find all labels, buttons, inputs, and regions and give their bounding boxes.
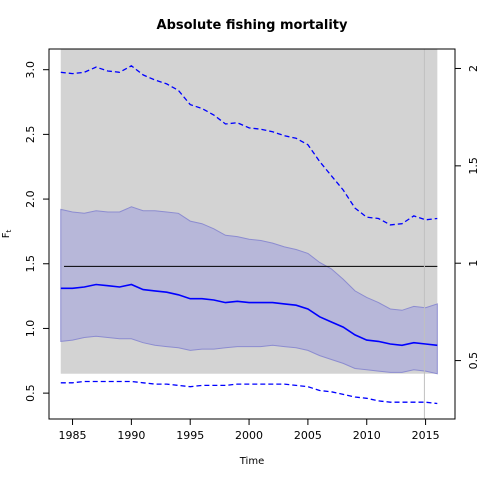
confidence-band — [60, 206, 438, 375]
y-axis-label-main: F — [1, 232, 12, 238]
y2-tick-label: 1 — [467, 260, 480, 267]
series-line-relative-lower — [60, 380, 438, 405]
x-tick-label: 2005 — [294, 429, 322, 442]
y2-tick-label: 2 — [467, 65, 480, 72]
series-line-estimate — [60, 283, 438, 347]
x-tick-label: 1995 — [176, 429, 204, 442]
x-tick-label: 1985 — [59, 429, 87, 442]
y-axis-right: 0.5 1 1.5 2 — [455, 65, 480, 369]
x-tick-label: 2015 — [412, 429, 440, 442]
x-tick-label: 2000 — [235, 429, 263, 442]
reference-lines — [64, 49, 438, 419]
y2-tick-label: 0.5 — [467, 352, 480, 370]
y-tick-label: 2.0 — [24, 190, 37, 208]
x-axis: 1985 1990 1995 2000 2005 2010 2015 — [59, 419, 440, 442]
y-axis-label-subscript: t — [5, 229, 13, 232]
chart-title: Absolute fishing mortality — [157, 18, 348, 33]
x-tick-label: 2010 — [353, 429, 381, 442]
y2-tick-label: 1.5 — [467, 157, 480, 175]
confidence-band-area — [60, 206, 438, 375]
y-tick-label: 0.5 — [24, 384, 37, 402]
y-tick-label: 1.0 — [24, 320, 37, 338]
x-tick-label: 1990 — [117, 429, 145, 442]
series-line-relative-upper — [60, 65, 438, 226]
plot-frame — [48, 48, 456, 420]
y-axis-label: Ft — [1, 229, 13, 238]
y-axis-left: 0.5 1.0 1.5 2.0 2.5 3.0 — [24, 61, 49, 402]
y-tick-label: 1.5 — [24, 255, 37, 273]
x-axis-label: Time — [239, 456, 264, 467]
y-tick-label: 2.5 — [24, 126, 37, 144]
y-tick-label: 3.0 — [24, 61, 37, 79]
series-lines — [60, 65, 438, 405]
